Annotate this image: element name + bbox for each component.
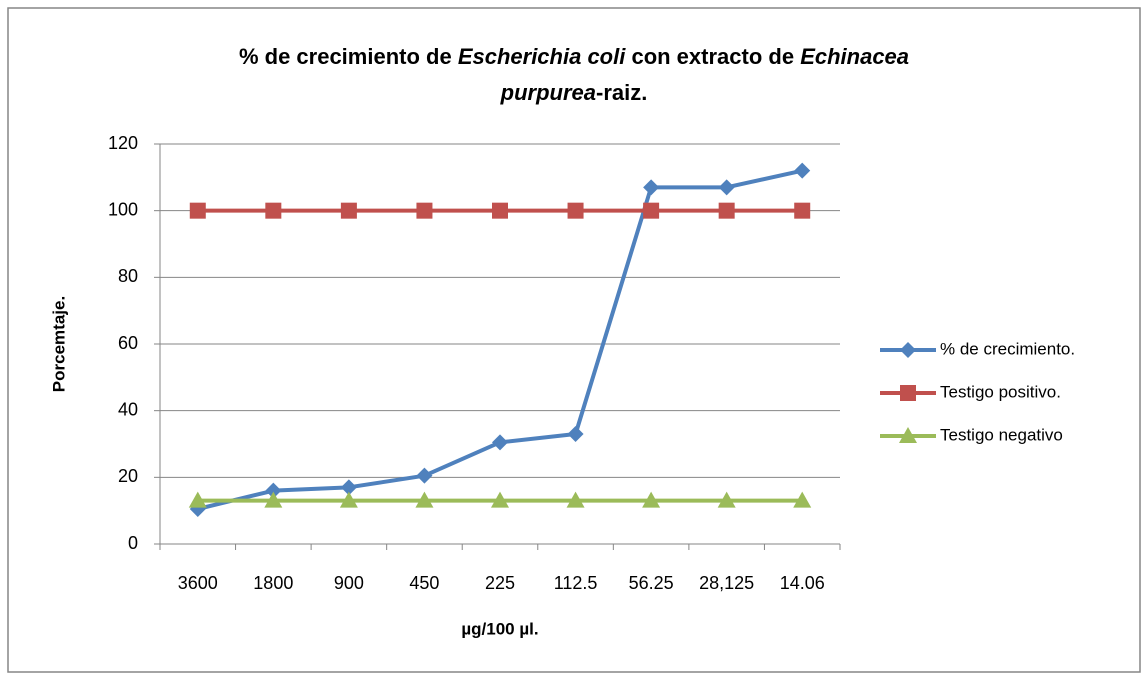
title-run: Escherichia coli bbox=[458, 44, 626, 69]
point bbox=[642, 491, 661, 508]
y-tick-label: 120 bbox=[108, 133, 138, 153]
point bbox=[794, 202, 811, 219]
x-tick-label: 28,125 bbox=[699, 573, 754, 593]
x-tick-label: 900 bbox=[334, 573, 364, 593]
y-tick-label: 100 bbox=[108, 199, 138, 219]
x-tick-label: 14.06 bbox=[780, 573, 825, 593]
point bbox=[492, 202, 508, 219]
legend-label: % de crecimiento. bbox=[940, 339, 1075, 358]
title-run: con extracto de bbox=[625, 44, 800, 69]
point bbox=[339, 491, 358, 508]
point bbox=[718, 179, 735, 196]
point bbox=[717, 491, 736, 508]
point bbox=[491, 491, 509, 508]
x-tick-label: 112.5 bbox=[554, 573, 598, 593]
x-tick-label: 3600 bbox=[178, 573, 218, 593]
point bbox=[189, 202, 206, 219]
x-tick-label: 225 bbox=[485, 573, 515, 593]
y-tick-label: 20 bbox=[118, 466, 138, 486]
title-run: Echinacea bbox=[800, 44, 909, 69]
chart-border bbox=[7, 7, 1141, 673]
point bbox=[188, 491, 207, 508]
chart-title: % de crecimiento de Escherichia coli con… bbox=[239, 44, 909, 105]
point bbox=[566, 491, 585, 508]
y-tick-label: 60 bbox=[118, 333, 138, 353]
point bbox=[643, 202, 660, 219]
point bbox=[415, 491, 434, 508]
y-tick-label: 0 bbox=[128, 533, 138, 553]
title-run: -raiz. bbox=[596, 80, 647, 105]
point bbox=[643, 179, 660, 196]
point bbox=[416, 467, 433, 484]
legend-marker bbox=[899, 427, 917, 443]
point bbox=[265, 202, 282, 219]
point bbox=[264, 491, 283, 508]
point bbox=[567, 426, 584, 442]
point bbox=[340, 202, 357, 219]
y-axis-label: Porcemtaje. bbox=[49, 296, 68, 392]
x-axis-label: µg/100 µl. bbox=[461, 619, 538, 638]
x-tick-label: 1800 bbox=[253, 573, 293, 593]
point bbox=[340, 479, 357, 496]
point bbox=[567, 202, 584, 219]
title-run: % de crecimiento de bbox=[239, 44, 458, 69]
point bbox=[492, 434, 508, 451]
point bbox=[416, 202, 433, 219]
legend-label: Testigo positivo. bbox=[940, 382, 1061, 401]
legend-label: Testigo negativo bbox=[940, 425, 1063, 444]
y-tick-label: 80 bbox=[118, 266, 138, 286]
point bbox=[794, 162, 811, 179]
point bbox=[793, 491, 812, 508]
x-tick-label: 56.25 bbox=[629, 573, 674, 593]
legend-marker bbox=[900, 385, 916, 401]
legend-marker bbox=[900, 342, 916, 358]
x-tick-label: 450 bbox=[409, 573, 439, 593]
title-run: purpurea bbox=[500, 80, 596, 105]
point bbox=[718, 202, 735, 219]
y-tick-label: 40 bbox=[118, 399, 138, 419]
point bbox=[265, 482, 282, 499]
